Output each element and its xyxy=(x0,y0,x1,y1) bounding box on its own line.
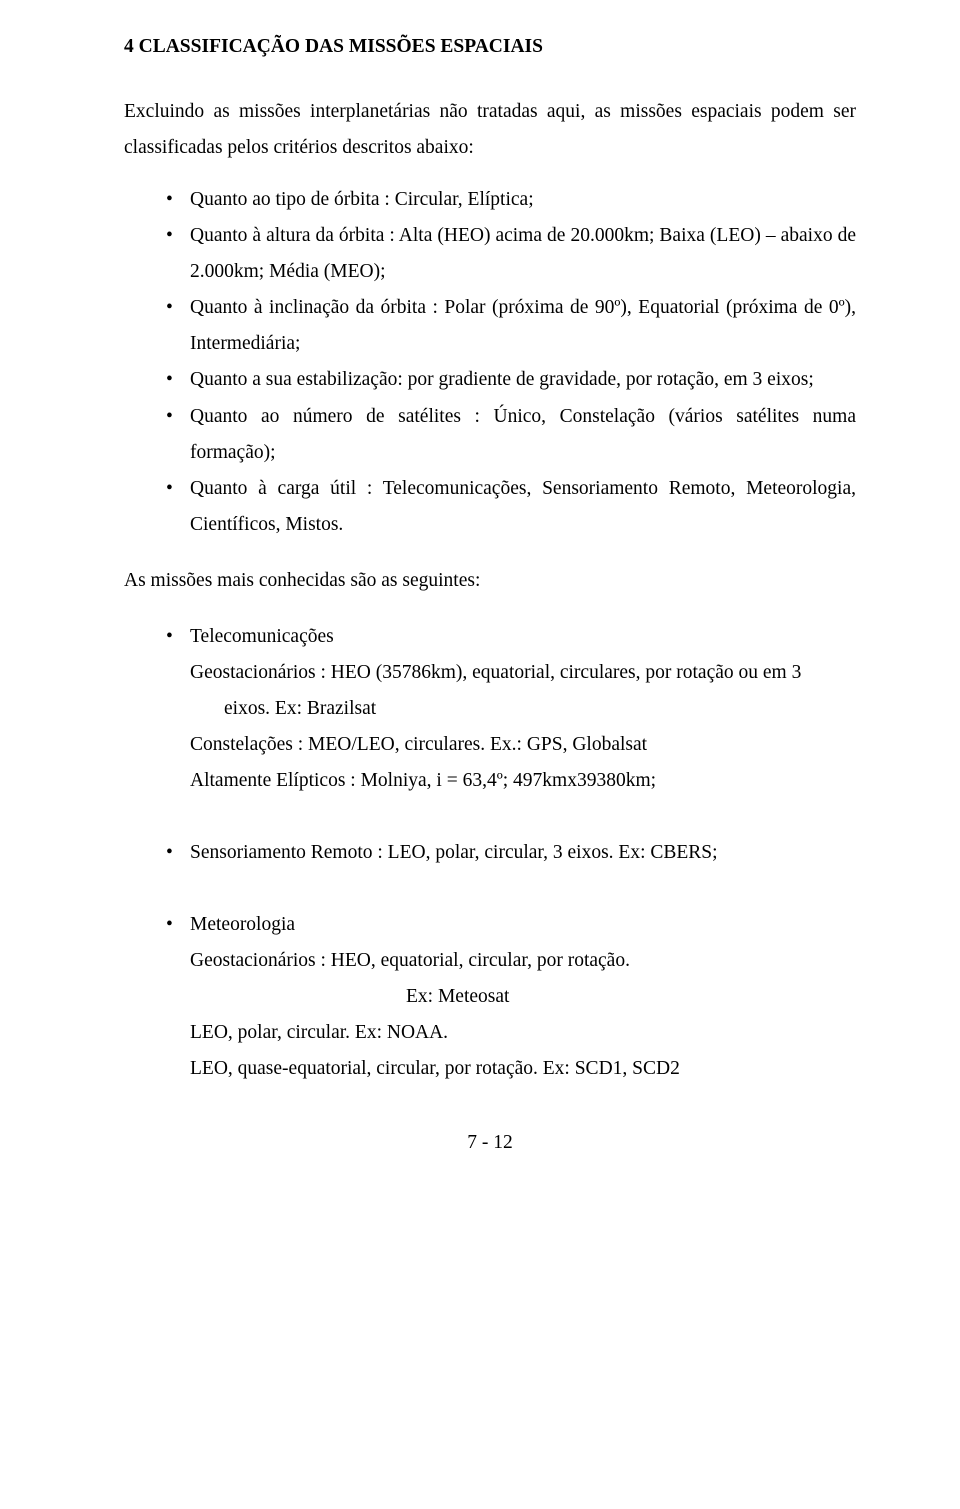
meteo-leo-quase: LEO, quase-equatorial, circular, por rot… xyxy=(190,1051,856,1087)
criteria-item: Quanto à inclinação da órbita : Polar (p… xyxy=(166,290,856,362)
page-number: 7 - 12 xyxy=(124,1132,856,1154)
criteria-item: Quanto ao número de satélites : Único, C… xyxy=(166,399,856,471)
intro-paragraph: Excluindo as missões interplanetárias nã… xyxy=(124,94,856,166)
mission-meteorology: Meteorologia Geostacionários : HEO, equa… xyxy=(166,907,856,1087)
missions-list: Telecomunicações Geostacionários : HEO (… xyxy=(124,619,856,1088)
criteria-item: Quanto à carga útil : Telecomunicações, … xyxy=(166,471,856,543)
criteria-item: Quanto a sua estabilização: por gradient… xyxy=(166,362,856,398)
criteria-list: Quanto ao tipo de órbita : Circular, Elí… xyxy=(124,182,856,543)
mission-telecom: Telecomunicações Geostacionários : HEO (… xyxy=(166,619,856,799)
meteo-leo-polar: LEO, polar, circular. Ex: NOAA. xyxy=(190,1015,856,1051)
section-heading: 4 CLASSIFICAÇÃO DAS MISSÕES ESPACIAIS xyxy=(124,36,856,58)
remote-sensing-text: Sensoriamento Remoto : LEO, polar, circu… xyxy=(190,842,718,863)
known-missions-intro: As missões mais conhecidas são as seguin… xyxy=(124,563,856,599)
telecom-constellations: Constelações : MEO/LEO, circulares. Ex.:… xyxy=(190,727,856,763)
mission-remote-sensing: Sensoriamento Remoto : LEO, polar, circu… xyxy=(166,835,856,871)
meteo-geostationary-ex: Ex: Meteosat xyxy=(190,979,856,1015)
criteria-item: Quanto à altura da órbita : Alta (HEO) a… xyxy=(166,218,856,290)
telecom-geostationary: Geostacionários : HEO (35786km), equator… xyxy=(190,655,856,691)
telecom-geostationary-cont: eixos. Ex: Brazilsat xyxy=(190,691,856,727)
mission-title: Meteorologia xyxy=(190,914,295,935)
mission-title: Telecomunicações xyxy=(190,626,334,647)
telecom-elliptic: Altamente Elípticos : Molniya, i = 63,4º… xyxy=(190,763,856,799)
meteo-geostationary: Geostacionários : HEO, equatorial, circu… xyxy=(190,943,856,979)
document-page: 4 CLASSIFICAÇÃO DAS MISSÕES ESPACIAIS Ex… xyxy=(0,0,960,1194)
criteria-item: Quanto ao tipo de órbita : Circular, Elí… xyxy=(166,182,856,218)
